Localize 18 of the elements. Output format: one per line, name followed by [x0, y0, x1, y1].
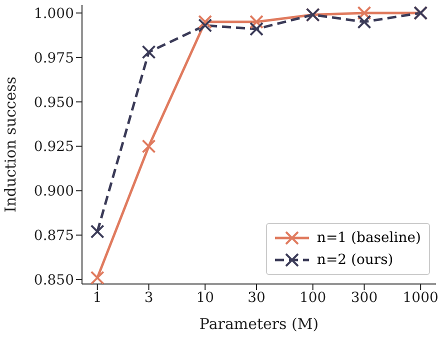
x-tick-label: 3	[144, 290, 154, 306]
y-tick-label: 0.975	[34, 50, 74, 66]
y-tick-label: 0.900	[34, 184, 74, 200]
x-tick-label: 10	[196, 290, 214, 306]
y-tick-label: 0.875	[34, 228, 74, 244]
y-axis-title: Induction success	[1, 76, 20, 212]
x-tick-label: 300	[350, 290, 378, 306]
legend-label: n=1 (baseline)	[316, 229, 421, 248]
y-tick-label: 0.850	[34, 272, 74, 289]
legend-label: n=2 (ours)	[316, 251, 394, 270]
x-tick-label: 100	[299, 290, 326, 306]
y-tick-label: 0.925	[34, 139, 74, 156]
x-tick-label: 1	[92, 290, 102, 306]
x-tick-label: 1000	[402, 290, 438, 306]
y-tick-label: 0.950	[34, 94, 74, 111]
x-axis-title: Parameters (M)	[199, 315, 319, 333]
y-tick-label: 1.000	[34, 6, 74, 22]
x-tick-label: 30	[248, 290, 266, 306]
